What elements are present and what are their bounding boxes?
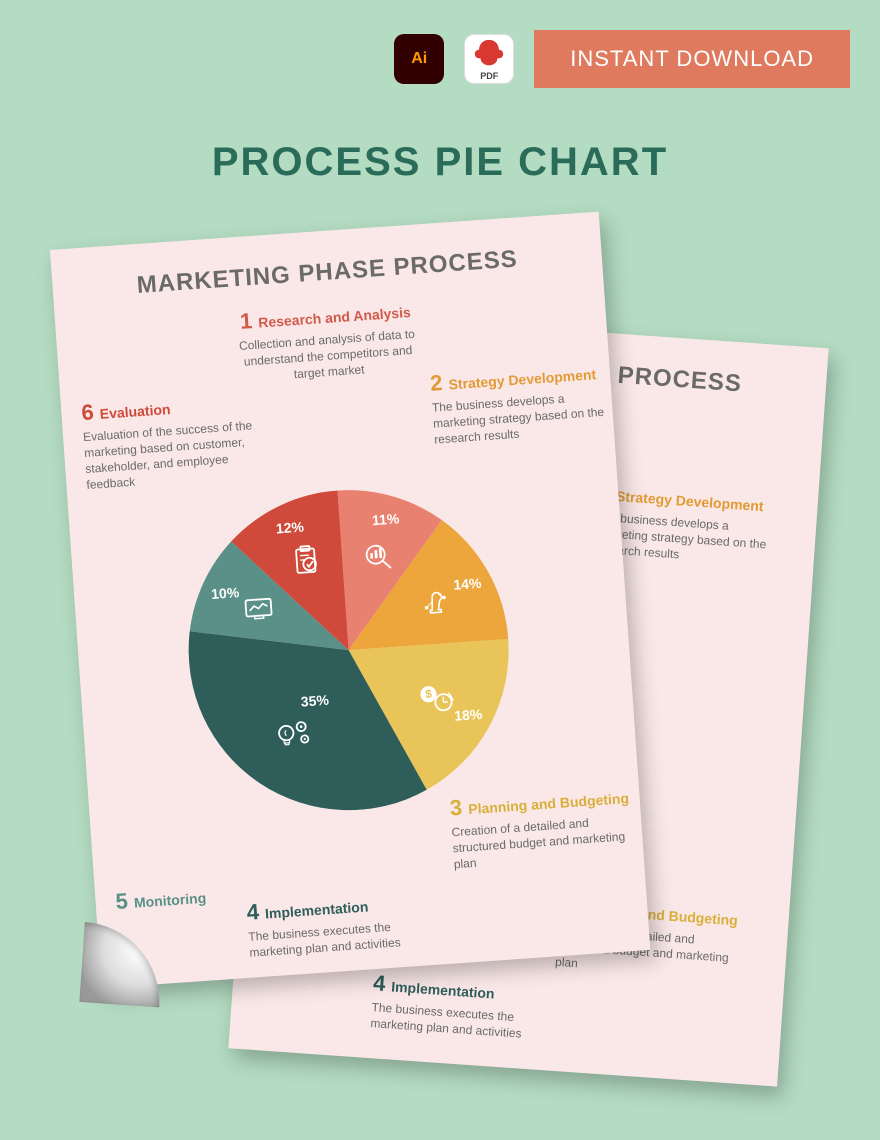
pct-label-2: 18% (454, 706, 484, 724)
pct-label-5: 12% (275, 518, 305, 536)
ai-icon: Ai (394, 34, 444, 84)
page-title: PROCESS PIE CHART (0, 140, 880, 185)
pct-label-1: 14% (453, 575, 483, 593)
pct-label-4: 10% (211, 584, 241, 602)
pdf-label: PDF (480, 71, 498, 81)
page-stack: MARKETING PHASE PROCESS 11%14%$18%35%10%… (50, 250, 830, 1120)
doc-title-front: MARKETING PHASE PROCESS (50, 212, 603, 306)
callout-desc: Collection and analysis of data to under… (237, 326, 420, 387)
callout-desc: Creation of a detailed and structured bu… (451, 812, 634, 873)
pct-label-0: 11% (372, 510, 401, 528)
pie-front: 11%14%$18%35%10%12% (178, 479, 520, 821)
callout-desc: The business executes the marketing plan… (370, 999, 552, 1044)
pct-label-3: 35% (300, 692, 330, 710)
callout-desc: The business develops a marketing strate… (431, 387, 614, 448)
callout-num: 6 (81, 399, 95, 425)
callout-0: 1Research and AnalysisCollection and ana… (234, 295, 419, 387)
callout-num: 3 (449, 795, 463, 821)
callout-num: 1 (239, 308, 253, 334)
callout-num: 2 (429, 370, 443, 396)
callout-5: 6EvaluationEvaluation of the success of … (80, 386, 266, 494)
callout-num: 5 (115, 888, 129, 914)
template-page-front: MARKETING PHASE PROCESS 11%14%$18%35%10%… (50, 212, 650, 989)
pdf-icon: PDF (464, 34, 514, 84)
callout-2: 3Planning and BudgetingCreation of a det… (449, 781, 634, 873)
callout-back-3: 4ImplementationThe business executes the… (370, 968, 554, 1044)
callout-desc: The business executes the marketing plan… (248, 916, 430, 961)
top-bar: Ai PDF INSTANT DOWNLOAD (394, 30, 850, 88)
callout-desc: Evaluation of the success of the marketi… (83, 416, 267, 493)
callout-1: 2Strategy DevelopmentThe business develo… (429, 356, 614, 448)
callout-title: Implementation (391, 977, 496, 1003)
page-curl (79, 922, 164, 1007)
callout-title: Monitoring (133, 889, 206, 913)
callout-title: Evaluation (99, 400, 171, 424)
instant-download-button[interactable]: INSTANT DOWNLOAD (534, 30, 850, 88)
callout-num: 4 (372, 970, 386, 996)
